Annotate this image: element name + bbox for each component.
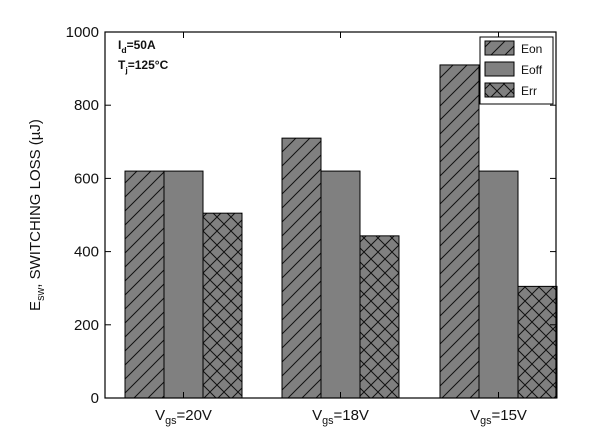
eon-bar-1 (124, 170, 165, 399)
err-bar-1 (202, 212, 243, 399)
bars-layer (124, 64, 558, 399)
eon-bar-3 (439, 64, 480, 399)
legend-swatch-eoff (484, 61, 515, 77)
axes-layer: 0 200 400 600 800 1000 (66, 24, 557, 407)
legend-swatch-err (484, 82, 515, 98)
plot-frame (104, 31, 557, 399)
err-bar-2 (359, 235, 400, 399)
legend-label-eon: Eon (521, 42, 542, 56)
y-tick-label: 1000 (66, 24, 99, 41)
y-axis-title: Esw, SWITCHING LOSS (µJ) (27, 119, 47, 311)
legend-label-err: Err (521, 84, 537, 98)
eoff-bar-3-base (479, 171, 518, 398)
y-tick-label: 400 (74, 244, 99, 261)
legend-swatch-eon (484, 40, 515, 56)
legend-swatch-base (485, 62, 514, 76)
y-tick-label: 800 (74, 97, 99, 114)
x-tick-label: Vgs=20V (155, 407, 212, 427)
err-bar-3 (517, 285, 558, 399)
legend: Eon Eoff Err (479, 36, 554, 105)
x-tick-label: Vgs=15V (470, 407, 527, 427)
labels-layer: Vgs=20V Vgs=18V Vgs=15V Esw, SWITCHING LOSS… (27, 38, 527, 427)
y-tick-label: 0 (91, 390, 99, 407)
eoff-bar-2-base (321, 171, 360, 398)
y-tick-label: 200 (74, 317, 99, 334)
legend-label-eoff: Eoff (521, 63, 543, 77)
x-tick-label: Vgs=18V (312, 407, 369, 427)
y-axis-title-group: Esw, SWITCHING LOSS (µJ) (27, 119, 47, 311)
eoff-bar-1-base (164, 171, 203, 398)
condition-label: Id=50A (118, 38, 156, 55)
eon-bar-2 (281, 137, 322, 399)
y-tick-label: 600 (74, 170, 99, 187)
condition-label: Tj=125°C (118, 58, 169, 75)
